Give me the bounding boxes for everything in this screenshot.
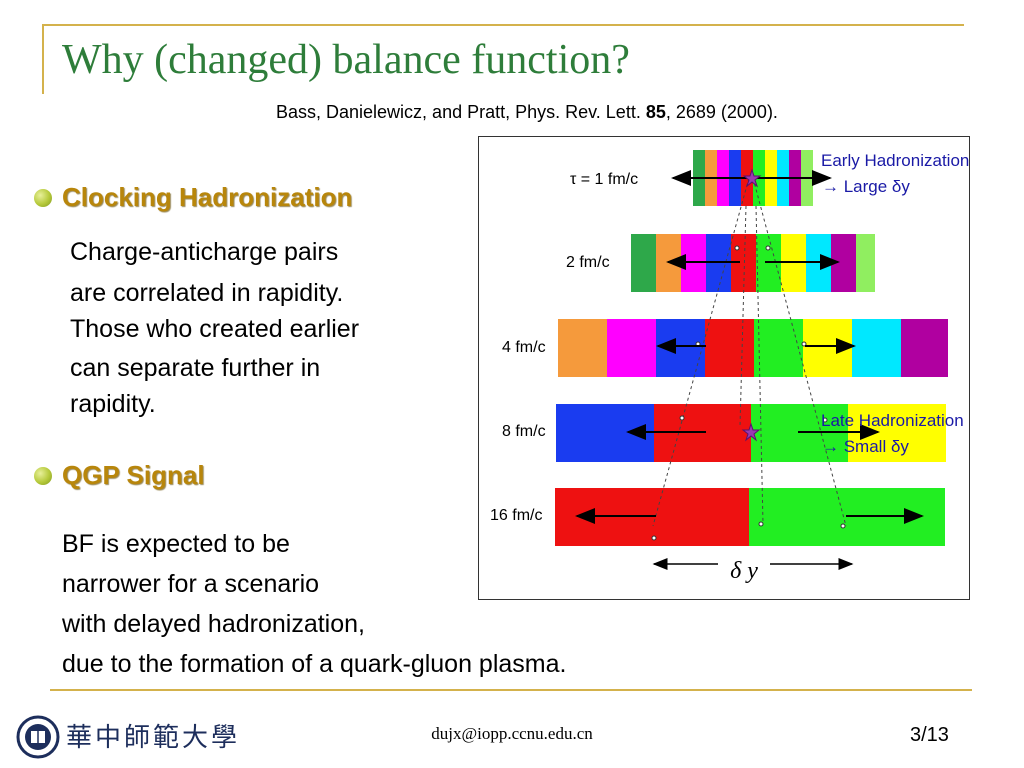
bullet-body: Charge-anticharge pairs are correlated i… [70, 234, 359, 422]
body-line: can separate further in [70, 354, 321, 382]
body-line: rapidity. [70, 390, 156, 418]
late-hadronization-note: Late Hadronization → Small δy [821, 408, 964, 460]
origin-star-icon [741, 422, 761, 442]
origin-star-icon [742, 168, 762, 188]
bottom-rule [50, 689, 972, 691]
bullet-body: BF is expected to be narrower for a scen… [62, 524, 566, 684]
body-line: with delayed hadronization, [62, 610, 365, 638]
page-number: 3/13 [910, 724, 949, 746]
time-label: 16 fm/c [490, 507, 542, 524]
early-note-detail: → Large δy [822, 177, 910, 196]
strip-2fm [631, 234, 875, 292]
citation-volume: 85 [645, 102, 666, 122]
logo-wordmark: 華中師範大學 [66, 723, 240, 753]
body-line: Charge-anticharge pairs [70, 238, 339, 266]
early-hadronization-note: Early Hadronization → Large δy [821, 148, 969, 200]
bullet-dot-icon [34, 188, 52, 207]
early-note-title: Early Hadronization [821, 151, 970, 170]
late-note-title: Late Hadronization [821, 411, 964, 430]
delta-y-label: δ y [730, 558, 758, 584]
body-line: narrower for a scenario [62, 570, 320, 598]
time-label: τ = 1 fm/c [570, 171, 638, 188]
citation: Bass, Danielewicz, and Pratt, Phys. Rev.… [276, 102, 778, 123]
time-label: 4 fm/c [502, 339, 546, 356]
time-label: 8 fm/c [502, 423, 546, 440]
body-line: due to the formation of a quark-gluon pl… [62, 650, 567, 678]
body-line: are correlated in rapidity. [70, 279, 344, 307]
separation-arrows [575, 170, 924, 524]
hadronization-diagram: τ = 1 fm/c 2 fm/c 4 fm/c 8 fm/c 16 fm/c … [490, 150, 948, 584]
particle-dots [651, 245, 846, 541]
time-label: 2 fm/c [566, 254, 610, 271]
left-rule [42, 24, 44, 94]
bullet-qgp: QGP Signal [34, 460, 205, 491]
bullet-heading: QGP Signal [62, 460, 205, 490]
footer-email[interactable]: dujx@iopp.ccnu.edu.cn [431, 724, 593, 743]
body-line: BF is expected to be [62, 530, 290, 558]
body-line: Those who created earlier [70, 315, 360, 343]
slide-title: Why (changed) balance function? [62, 37, 630, 83]
citation-authors: Bass, Danielewicz, and Pratt, Phys. Rev.… [276, 102, 646, 122]
citation-pages: , 2689 (2000). [665, 102, 778, 122]
university-logo: 華中師範大學 [16, 715, 240, 759]
trajectory-lines [652, 177, 847, 527]
top-rule [42, 24, 964, 26]
strip-4fm [558, 319, 948, 377]
late-note-detail: → Small δy [822, 437, 909, 456]
bullet-heading: Clocking Hadronization [62, 182, 353, 212]
bullet-clocking: Clocking Hadronization [34, 182, 352, 213]
bullet-dot-icon [34, 466, 52, 485]
